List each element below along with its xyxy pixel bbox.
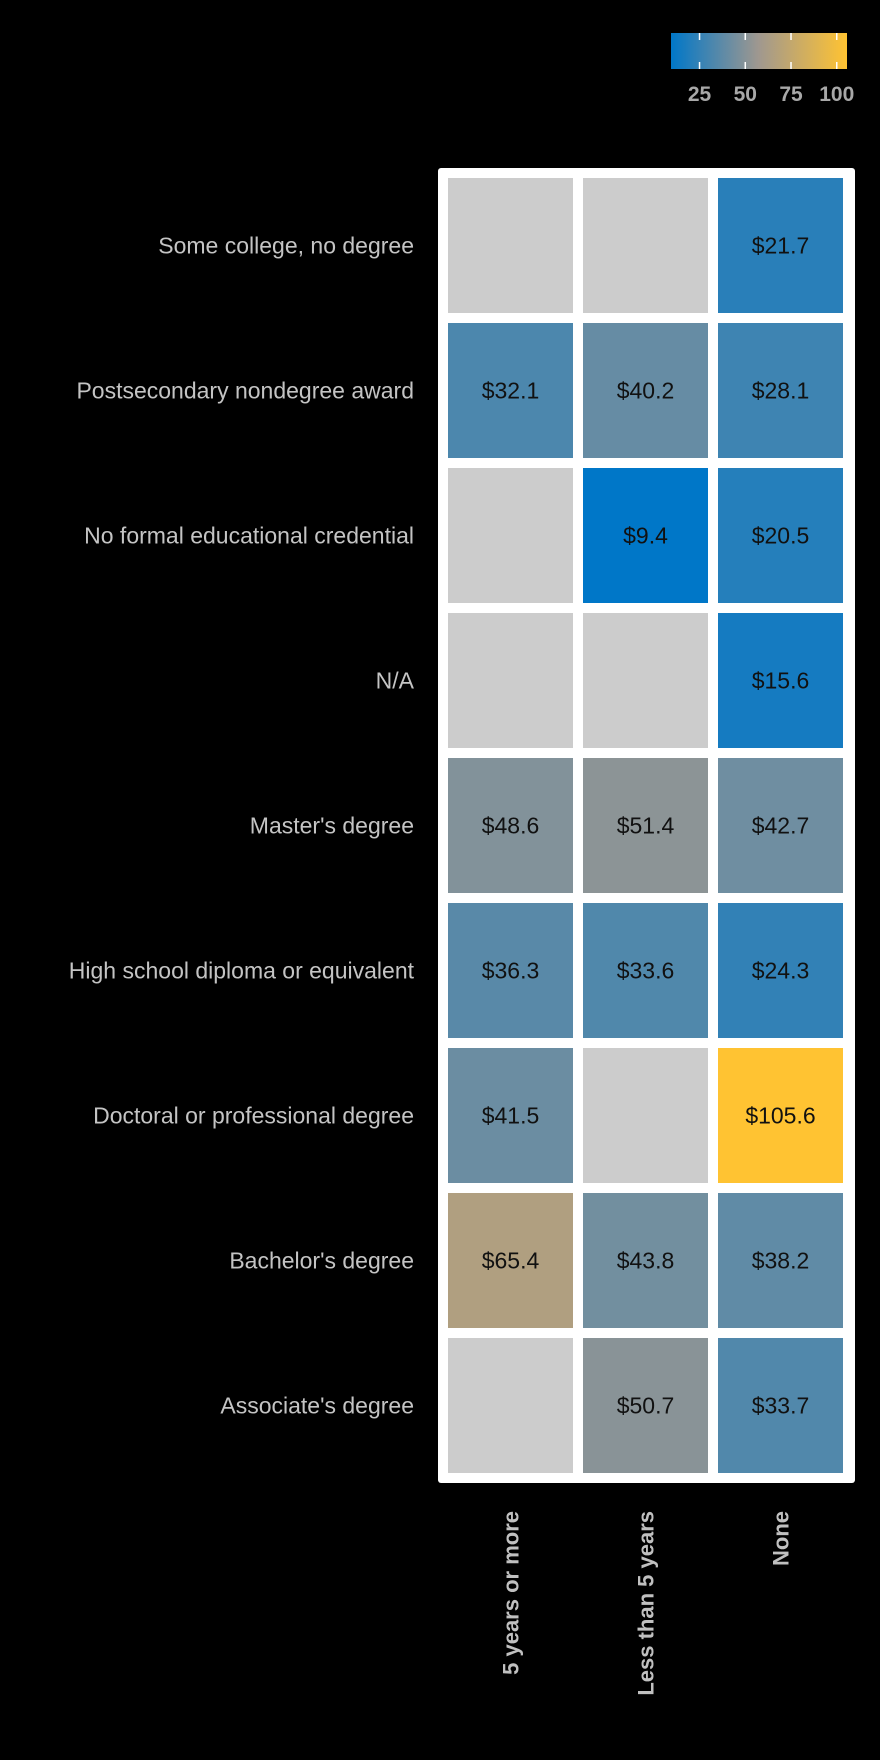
heatmap-cell: [583, 758, 708, 893]
heatmap-cell: [718, 323, 843, 458]
row-label: Some college, no degree: [158, 233, 414, 259]
cell-value-label: $65.4: [482, 1248, 540, 1274]
cell-value-label: $32.1: [482, 378, 540, 404]
colorbar-tick-label: 100: [819, 83, 854, 106]
row-label: Postsecondary nondegree award: [76, 378, 414, 404]
heatmap-cell: [718, 178, 843, 313]
heatmap-cell: [718, 758, 843, 893]
heatmap-cell: [448, 1048, 573, 1183]
cell-value-label: $42.7: [752, 813, 810, 839]
row-label: Associate's degree: [220, 1393, 414, 1419]
heatmap-cell: [448, 468, 573, 603]
heatmap-cell: [448, 758, 573, 893]
heatmap-cell: [448, 1193, 573, 1328]
heatmap-cell: [718, 1193, 843, 1328]
cell-value-label: $48.6: [482, 813, 540, 839]
row-label: Doctoral or professional degree: [93, 1103, 414, 1129]
cell-value-label: $15.6: [752, 668, 810, 694]
row-label: Master's degree: [250, 813, 414, 839]
row-label: N/A: [376, 668, 415, 694]
colorbar-tick-label: 75: [779, 83, 803, 106]
heatmap-cell: [583, 1193, 708, 1328]
cell-value-label: $20.5: [752, 523, 810, 549]
heatmap-cell: [448, 178, 573, 313]
heatmap-cell: [448, 613, 573, 748]
heatmap-cell: [583, 468, 708, 603]
cell-value-label: $40.2: [617, 378, 675, 404]
cell-value-label: $33.6: [617, 958, 675, 984]
cell-value-label: $36.3: [482, 958, 540, 984]
heatmap-cell: [448, 903, 573, 1038]
row-label: No formal educational credential: [84, 523, 414, 549]
cell-value-label: $43.8: [617, 1248, 675, 1274]
heatmap-cell: [718, 468, 843, 603]
heatmap-cell: [583, 178, 708, 313]
cell-value-label: $41.5: [482, 1103, 540, 1129]
heatmap-cell: [718, 1048, 843, 1183]
cell-value-label: $28.1: [752, 378, 810, 404]
colorbar-legend: 25 50 75 100: [671, 33, 854, 106]
cell-value-label: $51.4: [617, 813, 675, 839]
heatmap-cell: [583, 613, 708, 748]
row-label: High school diploma or equivalent: [69, 958, 415, 984]
colorbar-tick-label: 25: [688, 83, 712, 106]
column-label: None: [769, 1511, 794, 1566]
heatmap-cell: [583, 903, 708, 1038]
heatmap-cell: [583, 323, 708, 458]
cell-value-label: $9.4: [623, 523, 668, 549]
cell-value-label: $105.6: [745, 1103, 815, 1129]
cell-value-label: $24.3: [752, 958, 810, 984]
cell-value-label: $21.7: [752, 233, 810, 259]
heatmap-cell: [718, 613, 843, 748]
cell-value-label: $33.7: [752, 1393, 810, 1419]
column-label: 5 years or more: [499, 1511, 524, 1675]
heatmap-cell: [448, 1338, 573, 1473]
heatmap-cell: [718, 903, 843, 1038]
heatmap-cell: [583, 1338, 708, 1473]
cell-value-label: $50.7: [617, 1393, 675, 1419]
heatmap-cell: [718, 1338, 843, 1473]
heatmap-cell: [448, 323, 573, 458]
column-label: Less than 5 years: [634, 1511, 659, 1696]
cell-value-label: $38.2: [752, 1248, 810, 1274]
colorbar-tick-label: 50: [734, 83, 757, 106]
row-label: Bachelor's degree: [229, 1248, 414, 1274]
colorbar-gradient: [671, 33, 847, 69]
heatmap-cell: [583, 1048, 708, 1183]
